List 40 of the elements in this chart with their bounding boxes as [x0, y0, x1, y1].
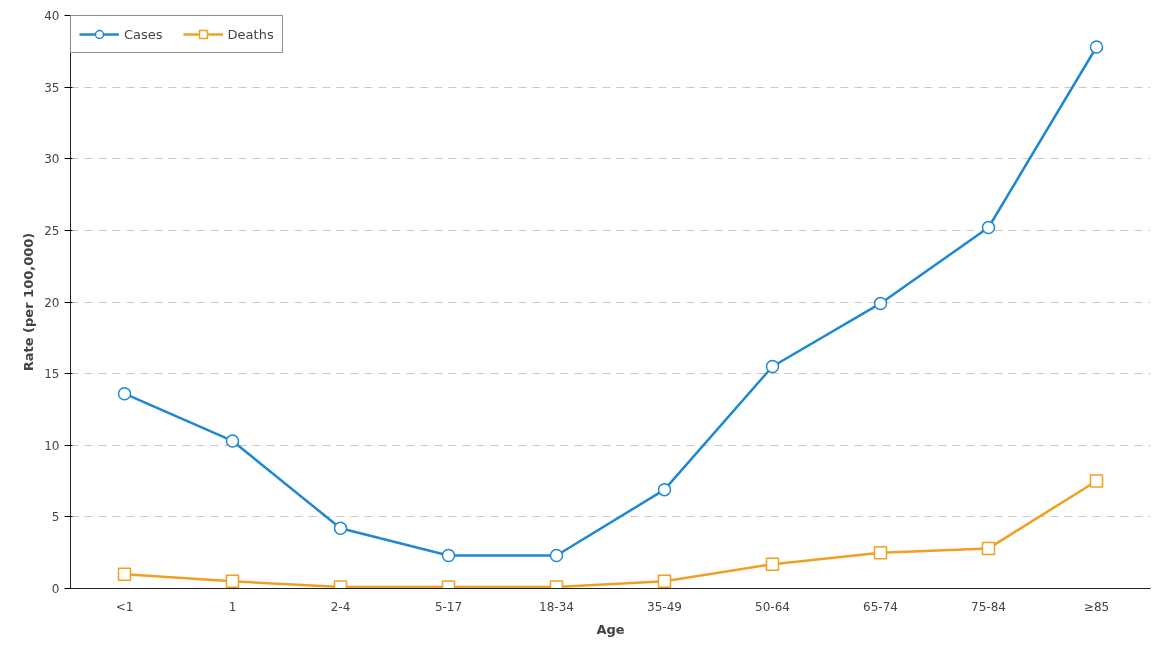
- point: [549, 548, 564, 563]
- y-tick-label: 30: [44, 152, 60, 167]
- point: [981, 220, 996, 235]
- point: [225, 574, 240, 589]
- point: [333, 521, 348, 536]
- point: [657, 574, 672, 589]
- point: [765, 557, 780, 571]
- point: [225, 434, 240, 448]
- x-tick-label: 18-34: [539, 599, 574, 614]
- y-tick-label: 0: [51, 582, 60, 596]
- point: [117, 567, 132, 581]
- point: [765, 359, 780, 374]
- y-tick-label: 20: [44, 295, 60, 310]
- y-tick-label: 40: [44, 9, 60, 23]
- x-tick-label: <1: [115, 599, 134, 614]
- x-tick-label: 75-84: [971, 599, 1006, 614]
- x-axis-title: Age: [596, 621, 625, 637]
- y-tick-label: 5: [51, 510, 60, 525]
- point: [1089, 474, 1104, 488]
- y-tick-label: 35: [44, 80, 60, 95]
- x-tick-label: 35-49: [647, 599, 682, 614]
- point: [657, 482, 672, 497]
- x-tick-label: 50-64: [755, 599, 790, 614]
- point: [981, 541, 996, 556]
- y-tick-label: 15: [44, 367, 60, 382]
- point: [441, 548, 456, 563]
- y-tick-label: 10: [44, 438, 60, 453]
- legend-label: Cases: [124, 26, 163, 42]
- x-tick-label: 5-17: [434, 599, 463, 614]
- point: [873, 296, 888, 311]
- point: [1089, 40, 1104, 54]
- y-axis-title: Rate (per 100,000): [21, 232, 37, 372]
- legend-label: Deaths: [227, 26, 274, 42]
- y-tick-label: 25: [44, 223, 60, 238]
- point: [117, 386, 132, 401]
- x-tick-label: 1: [228, 599, 237, 614]
- point: [873, 545, 888, 560]
- x-tick-label: 2-4: [330, 599, 351, 614]
- x-tick-label: 65-74: [863, 599, 898, 614]
- x-tick-label: ≥85: [1083, 599, 1110, 614]
